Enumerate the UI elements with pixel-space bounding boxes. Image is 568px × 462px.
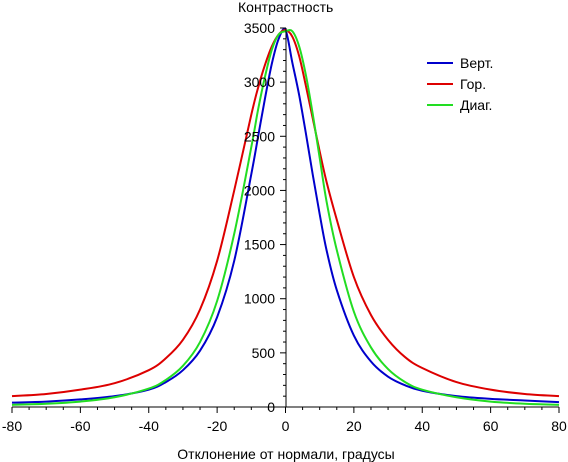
tick-labels: -80 -60 -40 -20 0 20 40 60 80 0 500 1000 1500 2000 250… [2, 20, 567, 434]
y-tick-label: 1000 [244, 291, 275, 307]
y-axis-title: Контрастность [238, 0, 333, 15]
y-tick-label: 0 [267, 399, 275, 415]
legend-label: Диаг. [460, 97, 492, 113]
series-layer [11, 28, 560, 406]
x-tick-label: -80 [2, 418, 22, 434]
series-line-3 [11, 29, 560, 406]
legend: Верт. Гор. Диаг. [427, 55, 493, 113]
x-tick-label: 80 [551, 418, 567, 434]
legend-label: Верт. [460, 55, 493, 71]
y-tick-label: 3000 [244, 74, 275, 90]
legend-label: Гор. [460, 76, 486, 92]
x-tick-label: -40 [139, 418, 159, 434]
y-tick-label: 2500 [244, 128, 275, 144]
y-tick-label: 500 [252, 345, 276, 361]
x-tick-label: 40 [414, 418, 430, 434]
x-tick-label: -60 [70, 418, 90, 434]
x-tick-label: -20 [207, 418, 227, 434]
y-tick-label: 2000 [244, 182, 275, 198]
x-tick-label: 60 [483, 418, 499, 434]
axes-layer [11, 27, 560, 413]
x-tick-label: 20 [346, 418, 362, 434]
y-tick-label: 3500 [244, 20, 275, 36]
x-axis-title: Отклонение от нормали, градусы [177, 446, 394, 462]
series-line-1 [11, 28, 560, 404]
y-tick-label: 1500 [244, 237, 275, 253]
x-tick-label: 0 [282, 418, 290, 434]
